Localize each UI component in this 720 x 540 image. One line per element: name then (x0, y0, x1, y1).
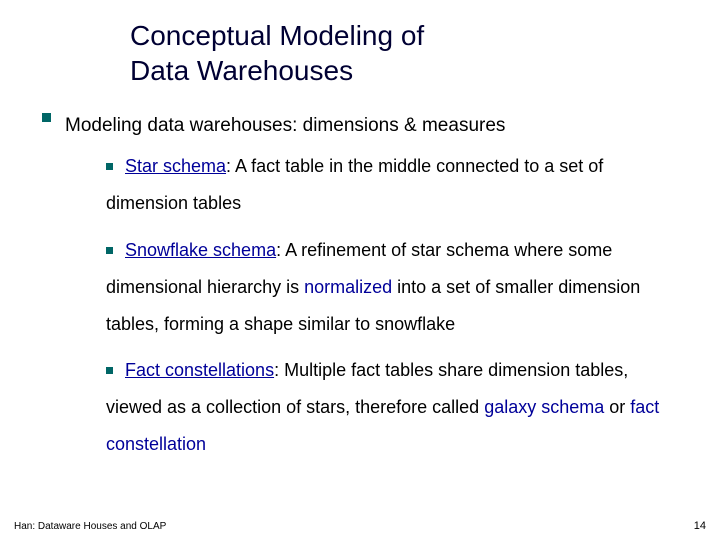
square-bullet-icon (42, 113, 51, 122)
page-number: 14 (694, 520, 706, 532)
sub-bullet-item: Fact constellations: Multiple fact table… (106, 352, 680, 463)
sub-bullet-text: Star schema: A fact table in the middle … (106, 156, 603, 213)
schema-desc-part2: or (604, 397, 630, 417)
schema-term: Snowflake schema (125, 240, 276, 260)
sub-bullet-list: Star schema: A fact table in the middle … (106, 148, 680, 473)
square-bullet-icon (106, 367, 113, 374)
sub-bullet-text: Snowflake schema: A refinement of star s… (106, 240, 640, 334)
schema-term: Fact constellations (125, 360, 274, 380)
square-bullet-icon (106, 247, 113, 254)
highlight-term: normalized (304, 277, 392, 297)
highlight-term: galaxy schema (484, 397, 604, 417)
slide-title: Conceptual Modeling of Data Warehouses (130, 18, 424, 88)
schema-term: Star schema (125, 156, 226, 176)
square-bullet-icon (106, 163, 113, 170)
sub-bullet-item: Star schema: A fact table in the middle … (106, 148, 680, 222)
sub-bullet-item: Snowflake schema: A refinement of star s… (106, 232, 680, 343)
sub-bullet-text: Fact constellations: Multiple fact table… (106, 360, 659, 454)
footer-source: Han: Dataware Houses and OLAP (14, 521, 166, 532)
main-bullet-text: Modeling data warehouses: dimensions & m… (65, 113, 505, 140)
main-bullet: Modeling data warehouses: dimensions & m… (42, 113, 690, 140)
title-line-2: Data Warehouses (130, 55, 353, 86)
title-line-1: Conceptual Modeling of (130, 20, 424, 51)
